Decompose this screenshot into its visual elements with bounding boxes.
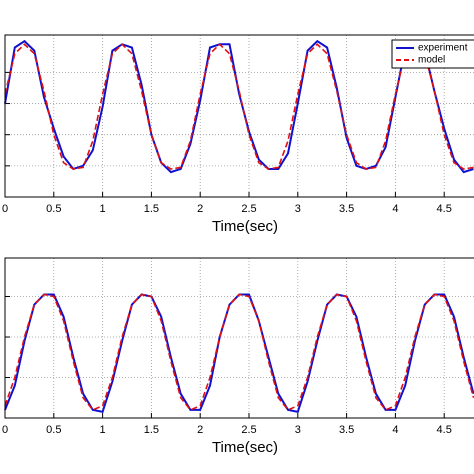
x-tick-label: 2 [197, 203, 203, 215]
legend-label: experiment [418, 43, 468, 54]
x-tick-label: 2.5 [241, 203, 256, 215]
x-tick-label: 3.5 [339, 203, 354, 215]
axes: 0 0.5 1 1.5 2 2.5 3 3.5 4 4.5 Time(sec) experimentm… [2, 34, 474, 235]
data-line [4, 293, 474, 411]
x-tick-label: 4 [392, 203, 398, 215]
x-tick-label: 4.5 [437, 203, 452, 215]
axes: 0 0.5 1 1.5 2 2.5 3 3.5 4 4.5 Time(sec) [2, 257, 474, 456]
x-tick-label: 1.5 [144, 203, 159, 215]
x-tick-label: 0 [2, 203, 8, 215]
x-axis-label: Time(sec) [212, 439, 278, 456]
legend-box [391, 39, 474, 69]
x-tick-label: 3 [295, 203, 301, 215]
x-tick-label: 1 [100, 424, 106, 436]
x-tick-label: 2.5 [241, 424, 256, 436]
x-tick-label: 2 [197, 424, 203, 436]
x-tick-label: 4.5 [437, 424, 452, 436]
x-tick-label: 3 [295, 424, 301, 436]
x-tick-label: 4 [392, 424, 398, 436]
plot-area [5, 258, 474, 418]
axes-frame [4, 34, 474, 198]
x-tick-label: 0.5 [46, 424, 61, 436]
x-tick-label: 0 [2, 424, 8, 436]
x-tick-label: 1 [100, 203, 106, 215]
x-tick-label: 1.5 [144, 424, 159, 436]
axes-frame [4, 257, 474, 419]
data-line [4, 43, 474, 170]
x-tick-label: 3.5 [339, 424, 354, 436]
x-axis-label: Time(sec) [212, 218, 278, 235]
x-tick-label: 0.5 [46, 203, 61, 215]
legend-label: model [418, 55, 445, 66]
